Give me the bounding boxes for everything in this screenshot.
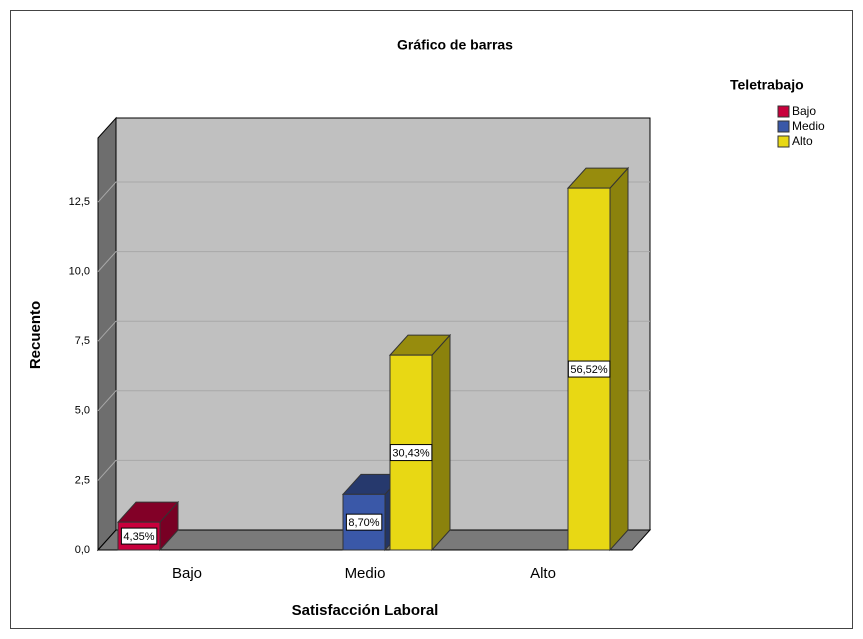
- x-tick-label: Alto: [530, 565, 556, 582]
- data-label-box: [120, 527, 158, 545]
- data-label-box: [389, 444, 433, 462]
- data-label-text: 30,43%: [392, 447, 430, 459]
- bar-side: [609, 166, 629, 552]
- grid-line: [97, 390, 650, 412]
- x-tick-label: Medio: [345, 565, 386, 582]
- legend-label: Alto: [792, 134, 813, 148]
- legend-swatch: [777, 135, 790, 148]
- chart-title: Gráfico de barras: [397, 37, 513, 53]
- x-axis-title: Satisfacción Laboral: [292, 602, 439, 619]
- data-label-text: 8,70%: [348, 517, 379, 529]
- legend-label: Bajo: [792, 104, 816, 118]
- grid-line: [97, 251, 650, 272]
- data-label-text: 56,52%: [570, 364, 608, 376]
- data-label: 30,43%: [389, 444, 433, 462]
- y-tick-label: 12,5: [69, 196, 90, 208]
- side-wall: [97, 116, 117, 552]
- grid-line: [97, 181, 650, 203]
- x-tick-label: Bajo: [172, 565, 202, 582]
- data-label: 8,70%: [345, 513, 383, 531]
- legend-swatch: [777, 120, 790, 133]
- data-label: 4,35%: [120, 527, 158, 545]
- grid-line: [97, 320, 650, 342]
- bar-side: [431, 333, 451, 552]
- y-tick-label: 10,0: [69, 266, 90, 278]
- legend-label: Medio: [792, 119, 825, 133]
- y-tick-label: 2,5: [75, 474, 90, 486]
- y-tick-label: 0,0: [75, 544, 90, 556]
- y-tick-label: 7,5: [75, 335, 90, 347]
- grid-line: [97, 459, 650, 481]
- data-label-text: 4,35%: [123, 531, 154, 543]
- data-label: 56,52%: [567, 360, 611, 378]
- y-tick-label: 5,0: [75, 405, 90, 417]
- legend-swatch: [777, 105, 790, 118]
- y-axis-title: Recuento: [27, 301, 44, 369]
- legend-title: Teletrabajo: [730, 77, 804, 93]
- data-label-box: [345, 513, 383, 531]
- data-label-box: [567, 360, 611, 378]
